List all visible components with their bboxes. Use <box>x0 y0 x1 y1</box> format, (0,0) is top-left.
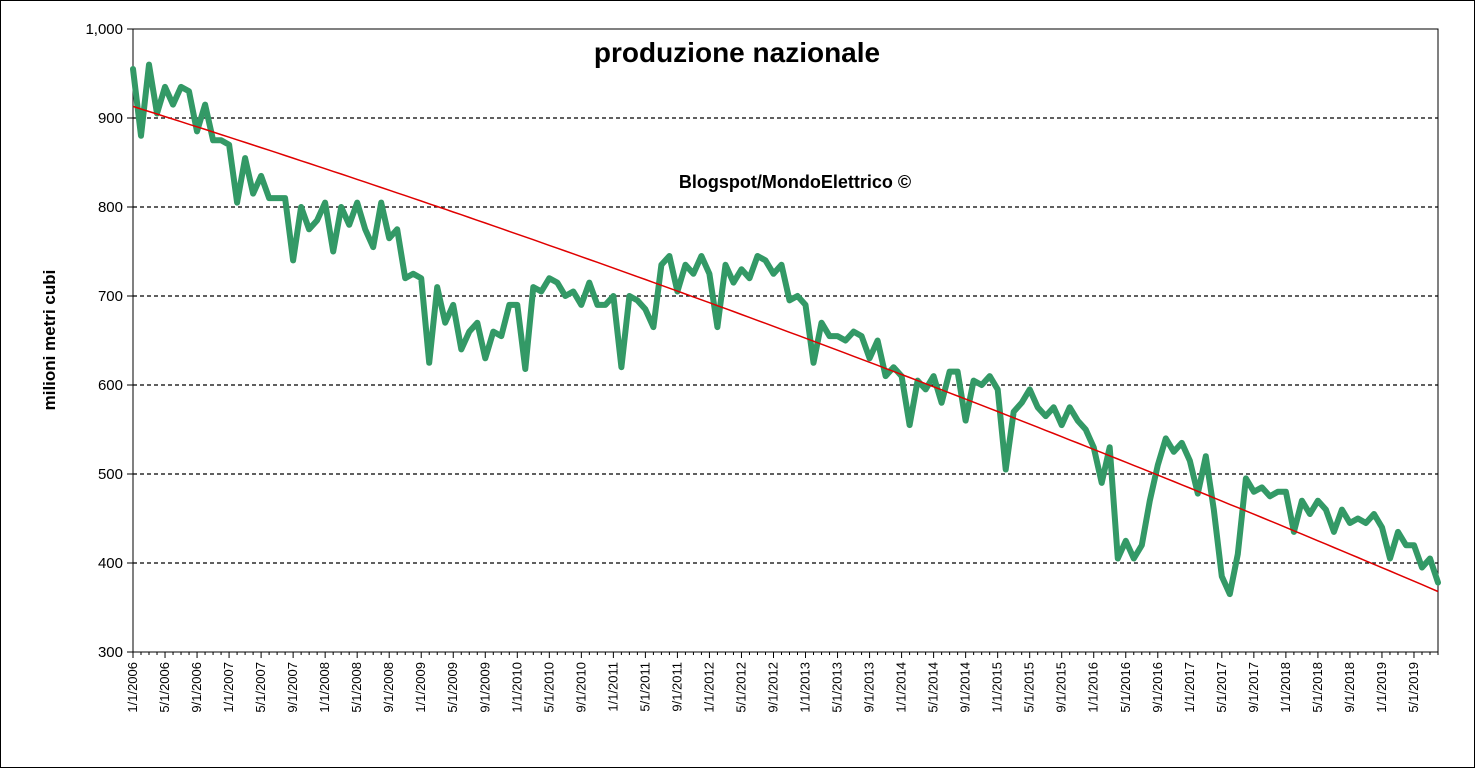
y-tick-label: 1,000 <box>85 21 123 38</box>
x-tick-label: 5/1/2016 <box>1118 662 1133 713</box>
x-tick-label: 5/1/2015 <box>1022 662 1037 713</box>
x-tick-label: 1/1/2012 <box>701 662 716 713</box>
x-tick-label: 1/1/2013 <box>798 662 813 713</box>
x-tick-label: 9/1/2017 <box>1246 662 1261 713</box>
x-tick-label: 5/1/2010 <box>541 662 556 713</box>
x-tick-label: 9/1/2008 <box>381 662 396 713</box>
y-axis-ticks: 300 400 500 600 700 800 900 1,000 <box>85 21 133 661</box>
x-tick-label: 9/1/2010 <box>573 662 588 713</box>
y-axis-label: milioni metri cubi <box>40 270 59 411</box>
series-group <box>130 61 1441 598</box>
x-tick-label: 5/1/2006 <box>157 662 172 713</box>
x-tick-label: 9/1/2014 <box>958 662 973 713</box>
x-tick-label: 1/1/2011 <box>605 662 620 712</box>
x-tick-label: 1/1/2016 <box>1086 662 1101 713</box>
x-tick-label: 5/1/2011 <box>637 662 652 712</box>
x-tick-label: 9/1/2018 <box>1342 662 1357 713</box>
x-tick-label: 5/1/2019 <box>1406 662 1421 713</box>
x-tick-label: 9/1/2016 <box>1150 662 1165 713</box>
x-axis-ticks: 1/1/2006 5/1/2006 9/1/2006 1/1/2007 5/1/2007… <box>125 652 1439 713</box>
y-tick-label: 900 <box>98 110 123 127</box>
axes <box>132 28 1439 653</box>
x-tick-label: 5/1/2017 <box>1214 662 1229 713</box>
x-tick-label: 5/1/2012 <box>733 662 748 713</box>
y-tick-label: 400 <box>98 555 123 572</box>
x-tick-label: 1/1/2008 <box>317 662 332 713</box>
x-tick-label: 9/1/2011 <box>669 662 684 712</box>
y-tick-label: 600 <box>98 377 123 394</box>
x-tick-label: 1/1/2007 <box>221 662 236 713</box>
x-tick-label: 9/1/2013 <box>862 662 877 713</box>
y-tick-label: 300 <box>98 644 123 661</box>
y-tick-label: 800 <box>98 199 123 216</box>
x-tick-label: 5/1/2008 <box>349 662 364 713</box>
x-tick-label: 5/1/2009 <box>445 662 460 713</box>
x-tick-label: 1/1/2006 <box>125 662 140 713</box>
x-tick-label: 9/1/2009 <box>477 662 492 713</box>
x-tick-label: 1/1/2010 <box>509 662 524 713</box>
series-line-trend <box>132 105 1439 593</box>
x-tick-label: 1/1/2019 <box>1374 662 1389 713</box>
x-tick-label: 1/1/2015 <box>990 662 1005 713</box>
plot-area <box>132 28 1439 653</box>
y-tick-label: 500 <box>98 466 123 483</box>
x-tick-label: 1/1/2018 <box>1278 662 1293 713</box>
series-line-production <box>130 61 1441 598</box>
x-tick-label: 5/1/2007 <box>253 662 268 713</box>
x-tick-label: 1/1/2014 <box>894 662 909 713</box>
y-tick-label: 700 <box>98 288 123 305</box>
x-tick-label: 1/1/2009 <box>413 662 428 713</box>
x-tick-label: 9/1/2015 <box>1054 662 1069 713</box>
watermark-annotation: Blogspot/MondoElettrico © <box>679 172 911 192</box>
x-tick-label: 1/1/2017 <box>1182 662 1197 713</box>
x-tick-label: 5/1/2018 <box>1310 662 1325 713</box>
x-tick-label: 5/1/2014 <box>926 662 941 713</box>
x-tick-label: 9/1/2012 <box>765 662 780 713</box>
chart-title: produzione nazionale <box>594 37 880 68</box>
x-tick-label: 9/1/2007 <box>285 662 300 713</box>
x-tick-label: 5/1/2013 <box>830 662 845 713</box>
x-tick-label: 9/1/2006 <box>189 662 204 713</box>
